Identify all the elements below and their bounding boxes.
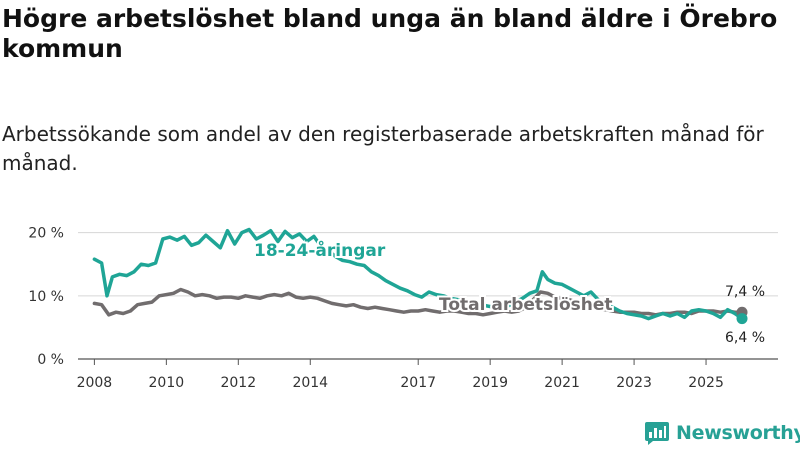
series-layer: [92, 227, 748, 325]
end-label-total: 7,4 %: [725, 284, 765, 300]
x-tick-label: 2025: [688, 375, 724, 391]
x-tick-label: 2014: [292, 375, 328, 391]
chart-title: Högre arbetslöshet bland unga än bland ä…: [2, 4, 778, 63]
x-tick-label: 2021: [544, 375, 580, 391]
label-layer: 18-24-åringar Total arbetslöshet 7,4 % 6…: [252, 237, 765, 346]
x-tick-label: 2012: [220, 375, 256, 391]
x-tick-label: 2023: [616, 375, 652, 391]
logo-text: Newsworthy: [676, 422, 800, 444]
x-tick-label: 2019: [472, 375, 508, 391]
axis-layer: 0 % 10 % 20 % 2008 2010 2012 2014 2017 2019 2021 2…: [28, 226, 723, 391]
series-line-youth: [92, 227, 744, 321]
x-tick-label: 2010: [149, 375, 185, 391]
newsworthy-logo: Newsworthy: [644, 420, 800, 446]
grid-layer: [78, 232, 778, 360]
x-tick-label: 2017: [400, 375, 436, 391]
y-tick-label: 0 %: [37, 352, 64, 368]
x-tick-label: 2008: [77, 375, 113, 391]
end-marker-youth: [736, 313, 748, 325]
chart-subtitle: Arbetssökande som andel av den registerb…: [2, 122, 764, 175]
end-label-youth: 6,4 %: [725, 330, 765, 346]
series-label-youth: 18-24-åringar: [254, 239, 386, 261]
y-tick-label: 10 %: [28, 289, 64, 305]
bar-chart-speech-bubble-icon: [645, 422, 669, 445]
series-line-total: [92, 287, 744, 317]
y-tick-label: 20 %: [28, 226, 64, 242]
series-label-total: Total arbetslöshet: [439, 295, 613, 315]
